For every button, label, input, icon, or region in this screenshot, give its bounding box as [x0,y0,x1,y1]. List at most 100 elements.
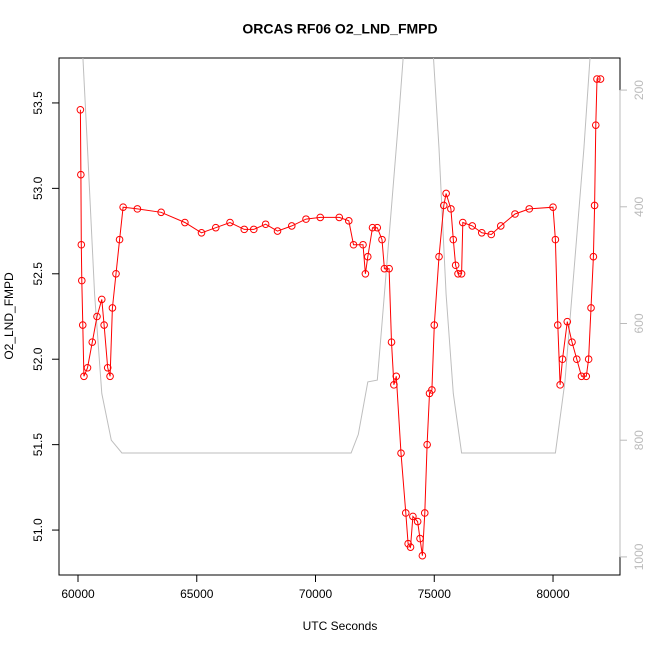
data-point [589,252,598,261]
data-point [80,372,88,381]
data-point [584,355,593,364]
data-point [487,230,496,239]
data-point [78,321,87,329]
data-point [447,205,455,213]
data-point [385,264,393,273]
data-point [103,363,112,372]
data-point [361,269,370,278]
data-point [93,312,101,321]
data-point [593,75,601,83]
data-point [115,235,124,244]
data-point [211,223,220,232]
data-point [108,304,117,312]
plot-frame [58,57,621,576]
data-point [78,276,86,285]
data-point [563,317,572,326]
data-point [439,201,448,210]
data-point [316,213,325,222]
data-point [83,363,92,372]
data-point [380,264,389,273]
data-point [88,338,97,346]
x-tick-label: 70000 [299,587,333,601]
data-point [468,222,477,230]
reference-line [82,58,591,454]
data-point [77,170,85,179]
data-point [553,321,562,329]
data-point [112,269,120,278]
data-point [397,449,405,457]
data-point [133,205,142,213]
x-tick-label: 75000 [418,587,452,601]
y-axis-label: O2_LND_FMPD [2,272,16,360]
data-point [582,372,591,381]
data-point [77,240,86,249]
data-point [368,223,377,232]
y2-tick-label: 1000 [632,543,646,570]
data-point [525,205,534,213]
data-point [435,252,443,261]
data-point [344,217,353,225]
data-point [587,304,595,312]
y-tick-label: 52.0 [31,347,45,371]
y2-tick-label: 600 [632,313,646,333]
data-point [451,261,460,270]
data-point [390,381,398,389]
data-point [428,386,436,394]
data-point [335,213,344,222]
data-point [590,201,599,210]
data-point [458,218,467,227]
data-point [511,210,519,218]
data-point [401,509,410,517]
data-point [181,218,189,227]
data-point [302,215,310,223]
data-point [558,355,567,364]
data-point [477,228,486,237]
data-point [577,372,586,381]
data-point [457,269,466,278]
data-point [197,228,206,237]
x-tick-label: 60000 [61,587,95,601]
data-point [240,225,249,234]
data-point [373,223,382,232]
data-point [378,235,386,244]
data-point [249,225,258,234]
data-point [363,252,372,261]
data-point [454,269,462,278]
data-point [556,381,564,389]
y-tick-label: 51.0 [31,518,45,542]
data-point [226,218,234,227]
data-point [413,517,422,526]
x-axis-label: UTC Seconds [303,619,378,633]
data-point [406,543,415,551]
data-point [287,222,296,230]
data-point [76,105,85,114]
data-point [430,321,439,329]
data-point [349,240,358,249]
data-point [119,203,127,211]
data-point [449,235,458,244]
data-point [157,208,165,217]
data-point [551,235,560,244]
data-line [79,78,601,556]
data-point [97,295,106,304]
y-tick-label: 52.5 [31,262,45,286]
data-point [100,321,108,329]
data-point [273,227,282,235]
y2-tick-label: 200 [632,80,646,100]
data-point [106,372,114,381]
data-point [416,534,424,543]
y-tick-label: 51.5 [31,433,45,457]
data-point [423,440,431,449]
data-point [359,240,367,249]
data-point [387,338,396,346]
data-point [549,203,557,211]
y-tick-label: 53.0 [31,176,45,200]
data-point [572,355,581,364]
data-point [392,372,401,381]
data-point [409,512,417,521]
data-point [496,222,505,230]
y2-tick-label: 800 [632,430,646,450]
chart-title: ORCAS RF06 O2_LND_FMPD [242,21,437,37]
data-point [568,338,576,346]
